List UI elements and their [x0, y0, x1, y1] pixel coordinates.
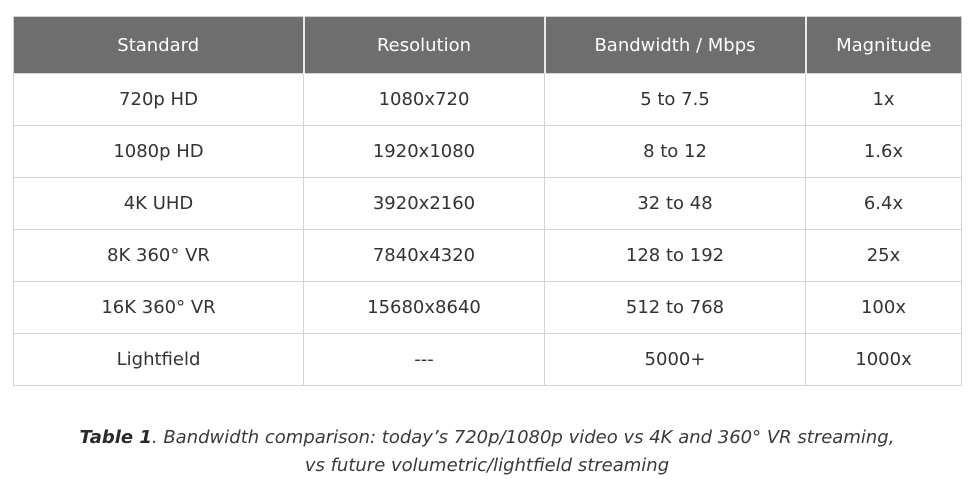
cell-standard: Lightfield — [13, 333, 304, 386]
cell-magnitude: 1.6x — [805, 125, 962, 178]
cell-bandwidth: 8 to 12 — [544, 125, 806, 178]
cell-resolution: 15680x8640 — [303, 281, 545, 334]
header-resolution: Resolution — [303, 16, 546, 74]
header-magnitude: Magnitude — [805, 16, 962, 74]
cell-bandwidth: 128 to 192 — [544, 229, 806, 282]
cell-bandwidth: 512 to 768 — [544, 281, 806, 334]
cell-resolution: 7840x4320 — [303, 229, 545, 282]
cell-standard: 8K 360° VR — [13, 229, 304, 282]
table-row: Lightfield --- 5000+ 1000x — [13, 333, 962, 386]
cell-magnitude: 1000x — [805, 333, 962, 386]
table-caption: Table 1. Bandwidth comparison: today’s 7… — [0, 424, 974, 480]
cell-bandwidth: 5000+ — [544, 333, 806, 386]
caption-line-1: Table 1. Bandwidth comparison: today’s 7… — [0, 424, 974, 452]
caption-line-2: vs future volumetric/lightfield streamin… — [304, 455, 670, 476]
table-header-row: Standard Resolution Bandwidth / Mbps Mag… — [13, 16, 962, 74]
cell-bandwidth: 5 to 7.5 — [544, 73, 806, 126]
cell-magnitude: 25x — [805, 229, 962, 282]
table-row: 16K 360° VR 15680x8640 512 to 768 100x — [13, 281, 962, 334]
bandwidth-comparison-table: Standard Resolution Bandwidth / Mbps Mag… — [13, 16, 962, 386]
cell-magnitude: 100x — [805, 281, 962, 334]
table-row: 8K 360° VR 7840x4320 128 to 192 25x — [13, 229, 962, 282]
header-standard: Standard — [13, 16, 305, 74]
cell-standard: 720p HD — [13, 73, 304, 126]
bandwidth-table-container: Standard Resolution Bandwidth / Mbps Mag… — [13, 16, 962, 386]
cell-standard: 16K 360° VR — [13, 281, 304, 334]
table-row: 4K UHD 3920x2160 32 to 48 6.4x — [13, 177, 962, 230]
table-row: 1080p HD 1920x1080 8 to 12 1.6x — [13, 125, 962, 178]
table-row: 720p HD 1080x720 5 to 7.5 1x — [13, 73, 962, 126]
cell-magnitude: 6.4x — [805, 177, 962, 230]
cell-resolution: 1920x1080 — [303, 125, 545, 178]
cell-bandwidth: 32 to 48 — [544, 177, 806, 230]
cell-resolution: 1080x720 — [303, 73, 545, 126]
cell-standard: 1080p HD — [13, 125, 304, 178]
header-bandwidth: Bandwidth / Mbps — [544, 16, 807, 74]
cell-resolution: 3920x2160 — [303, 177, 545, 230]
cell-magnitude: 1x — [805, 73, 962, 126]
cell-standard: 4K UHD — [13, 177, 304, 230]
caption-text-1: . Bandwidth comparison: today’s 720p/108… — [151, 427, 895, 448]
cell-resolution: --- — [303, 333, 545, 386]
caption-lead: Table 1 — [79, 427, 152, 448]
